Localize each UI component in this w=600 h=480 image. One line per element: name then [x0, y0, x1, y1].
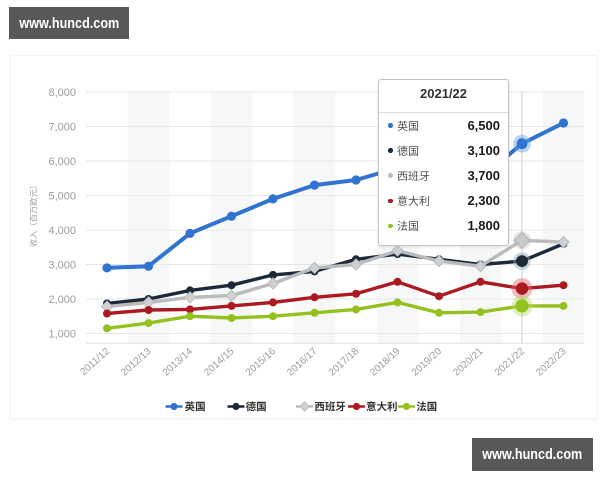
svg-text:1,000: 1,000 [48, 328, 76, 340]
svg-text:2013/14: 2013/14 [161, 346, 196, 379]
svg-text:8,000: 8,000 [48, 87, 76, 99]
svg-text:2021/22: 2021/22 [493, 346, 528, 379]
svg-text:2016/17: 2016/17 [285, 346, 320, 379]
svg-text:4,000: 4,000 [48, 225, 76, 237]
svg-text:2,000: 2,000 [48, 294, 76, 306]
svg-text:7,000: 7,000 [48, 121, 76, 133]
svg-text:2017/18: 2017/18 [327, 346, 362, 379]
svg-text:2012/13: 2012/13 [119, 346, 154, 379]
svg-text:2018/19: 2018/19 [368, 346, 403, 379]
svg-text:6,000: 6,000 [48, 156, 76, 168]
svg-text:2022/23: 2022/23 [534, 346, 569, 379]
svg-text:2015/16: 2015/16 [244, 346, 279, 379]
svg-text:2014/15: 2014/15 [202, 346, 237, 379]
svg-text:2011/12: 2011/12 [78, 346, 112, 378]
svg-text:2019/20: 2019/20 [410, 346, 445, 379]
svg-text:5,000: 5,000 [48, 190, 76, 202]
svg-text:3,000: 3,000 [48, 259, 76, 271]
svg-text:2020/21: 2020/21 [451, 346, 486, 379]
